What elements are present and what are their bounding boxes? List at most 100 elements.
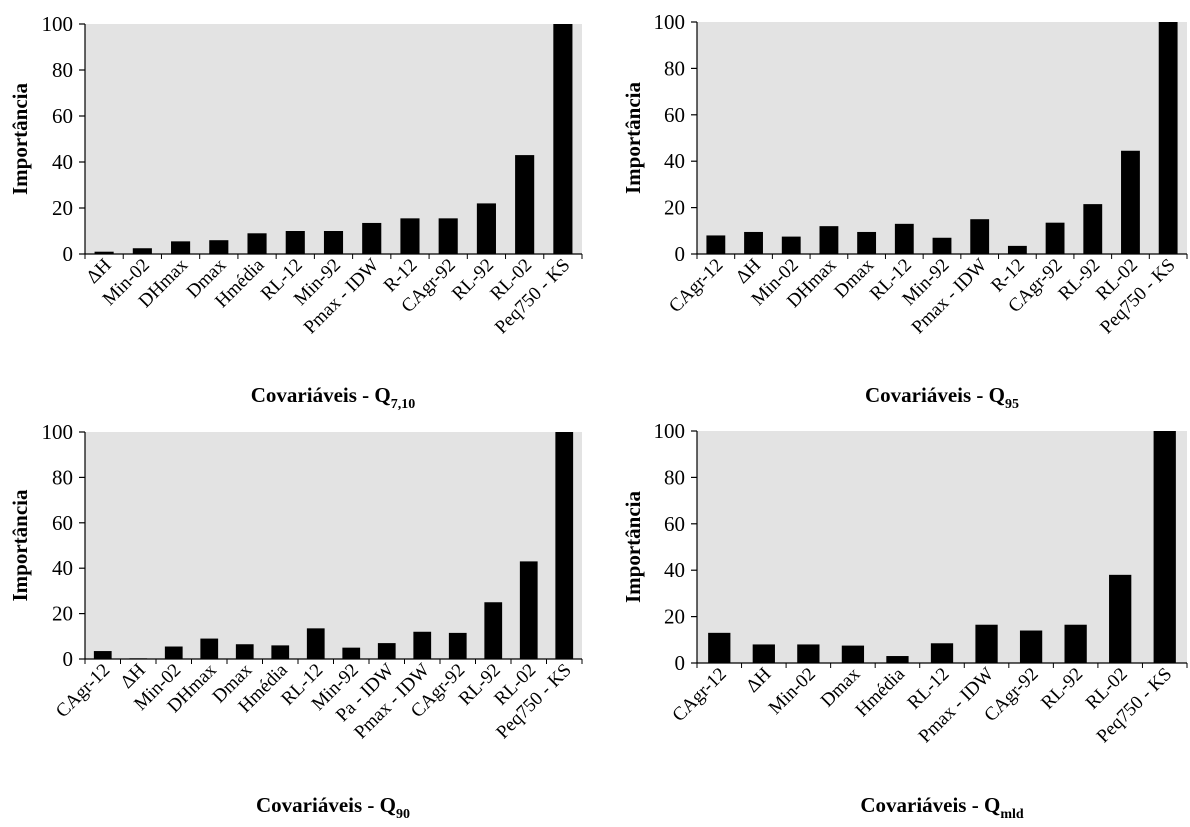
- bar: [94, 251, 114, 254]
- bar: [285, 231, 305, 254]
- bar: [1007, 245, 1027, 254]
- y-tick-label: 0: [63, 647, 74, 671]
- bar: [797, 644, 820, 663]
- x-tick-label: Min-02: [765, 664, 820, 719]
- bar: [970, 219, 990, 254]
- bar: [164, 646, 183, 659]
- y-tick-label: 60: [52, 104, 73, 128]
- y-tick-label: 20: [52, 196, 73, 220]
- bar: [235, 644, 254, 659]
- y-tick-label: 100: [654, 10, 686, 34]
- y-tick-label: 80: [664, 56, 685, 80]
- y-axis-title: Importância: [8, 83, 32, 195]
- bar: [413, 631, 432, 659]
- x-axis-title-subscript: 95: [1005, 397, 1019, 412]
- plot-area: [697, 431, 1187, 663]
- y-axis-title: Importância: [8, 489, 32, 601]
- bar: [1019, 630, 1043, 663]
- y-tick-label: 80: [52, 465, 73, 489]
- chart-panel-1: 020406080100ΔHMin-02DHmaxDmaxHmédiaRL-12…: [8, 12, 583, 412]
- y-tick-label: 80: [52, 58, 73, 82]
- bar: [200, 638, 219, 659]
- bar: [448, 632, 467, 659]
- y-tick-label: 20: [664, 605, 685, 629]
- bar: [886, 656, 909, 663]
- bar: [1121, 150, 1140, 254]
- bar: [1109, 574, 1132, 663]
- bar: [1083, 204, 1103, 254]
- x-axis-title: Covariáveis - Q7,10: [251, 383, 415, 412]
- bar: [857, 231, 877, 254]
- bar: [519, 561, 538, 659]
- y-tick-label: 0: [675, 242, 686, 266]
- x-axis-title-main: Covariáveis - Q: [860, 793, 1000, 817]
- x-axis-title-subscript: 7,10: [391, 397, 416, 412]
- y-tick-label: 40: [52, 556, 73, 580]
- bar: [362, 222, 382, 254]
- bar: [377, 643, 396, 659]
- x-axis-title-subscript: mld: [1000, 807, 1024, 822]
- y-tick-label: 60: [664, 512, 685, 536]
- y-tick-label: 100: [42, 420, 74, 444]
- y-tick-label: 80: [664, 465, 685, 489]
- bar: [171, 241, 191, 254]
- bar: [752, 644, 775, 663]
- y-tick-label: 20: [664, 196, 685, 220]
- x-axis-title-main: Covariáveis - Q: [256, 793, 396, 817]
- x-tick-label: RL-92: [448, 255, 498, 305]
- bar: [894, 223, 914, 254]
- bar: [306, 628, 325, 659]
- bar: [438, 218, 458, 254]
- y-tick-label: 60: [664, 103, 685, 127]
- bar: [476, 203, 496, 254]
- bar: [132, 248, 152, 254]
- bar: [975, 624, 998, 663]
- x-tick-label: RL-92: [1054, 255, 1104, 305]
- bar: [932, 237, 952, 254]
- bar: [93, 651, 112, 659]
- bar: [515, 155, 535, 254]
- bar: [781, 236, 801, 254]
- bar: [930, 643, 954, 663]
- plot-area: [85, 24, 582, 254]
- plot-area: [697, 22, 1187, 254]
- x-tick-label: RL-92: [1037, 664, 1087, 714]
- x-tick-label: ΔH: [742, 663, 775, 696]
- bar: [744, 231, 763, 254]
- y-tick-label: 0: [63, 242, 74, 266]
- bar: [247, 233, 267, 254]
- x-axis-title: Covariáveis - Qmld: [860, 793, 1024, 822]
- bar: [1064, 624, 1087, 663]
- y-tick-label: 40: [52, 150, 73, 174]
- x-axis-title: Covariáveis - Q90: [256, 793, 410, 822]
- bar: [706, 235, 726, 254]
- bar: [323, 231, 344, 254]
- y-tick-label: 20: [52, 602, 73, 626]
- bar: [553, 24, 573, 254]
- x-axis-title: Covariáveis - Q95: [865, 383, 1019, 412]
- y-tick-label: 40: [664, 558, 685, 582]
- y-tick-label: 40: [664, 149, 685, 173]
- bar: [271, 645, 290, 659]
- y-axis-title: Importância: [621, 82, 645, 194]
- bar: [129, 658, 148, 660]
- x-axis-title-main: Covariáveis - Q: [251, 383, 391, 407]
- y-tick-label: 100: [42, 12, 74, 36]
- bar: [342, 647, 361, 659]
- bar: [209, 240, 229, 254]
- bar: [1045, 222, 1065, 254]
- x-tick-label: Hmédia: [852, 663, 910, 721]
- plot-area: [85, 432, 582, 659]
- bar: [1153, 431, 1176, 663]
- y-tick-label: 0: [675, 651, 686, 675]
- x-tick-label: CAgr-12: [52, 660, 114, 722]
- bar: [484, 602, 503, 659]
- bar: [555, 432, 574, 659]
- x-axis-title-subscript: 90: [396, 807, 410, 822]
- y-axis-title: Importância: [621, 491, 645, 603]
- bar: [708, 632, 731, 663]
